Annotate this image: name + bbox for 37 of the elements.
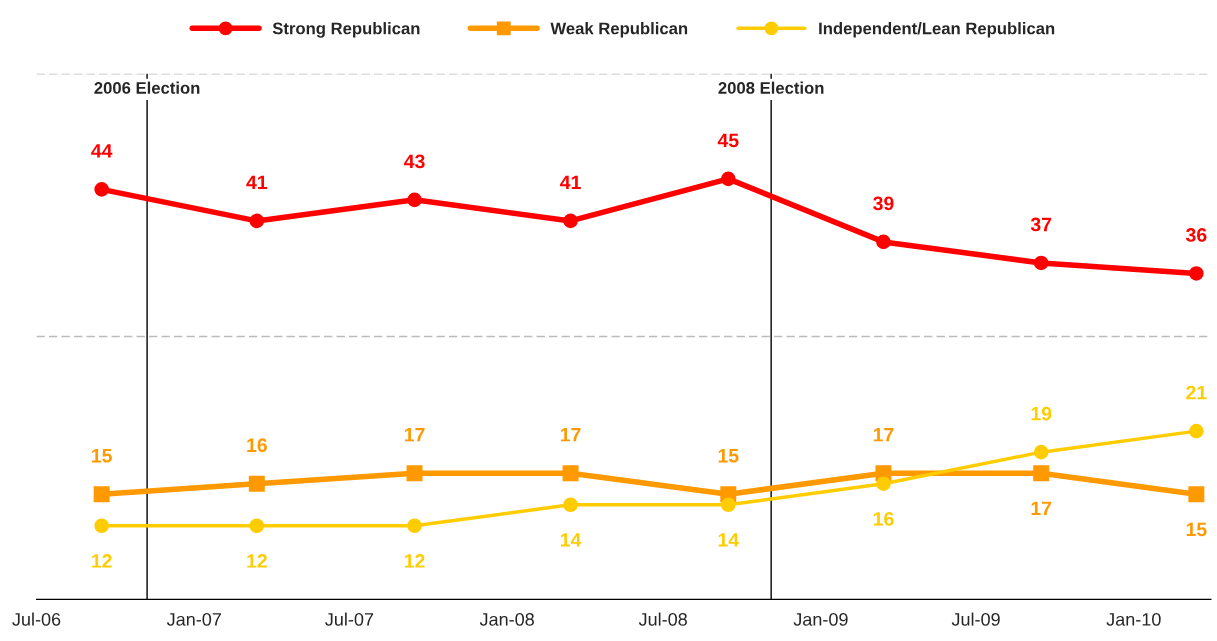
data-label: 17 (873, 428, 894, 442)
data-label: 12 (92, 554, 112, 568)
x-tick-label: Jul-07 (325, 612, 374, 626)
data-label: 16 (247, 438, 267, 453)
data-label: 17 (1031, 501, 1052, 516)
data-label: 39 (873, 196, 894, 211)
ref-line-label: 2006 Election (94, 81, 200, 94)
data-label: 37 (1030, 217, 1052, 232)
x-tick-label: Jan-10 (1106, 613, 1161, 626)
x-tick-label: Jan-08 (479, 613, 534, 626)
x-tick-label: Jan-07 (166, 613, 221, 626)
data-label: 36 (1185, 228, 1207, 242)
data-label: 12 (247, 554, 267, 568)
data-label: 41 (560, 175, 581, 190)
data-label: 14 (718, 533, 740, 547)
data-label: 14 (560, 533, 582, 547)
data-label: 17 (404, 428, 425, 442)
x-tick-label: Jul-06 (12, 612, 61, 626)
x-tick-label: Jul-08 (638, 612, 687, 626)
data-label: 41 (246, 175, 268, 190)
data-label: 45 (717, 133, 739, 148)
data-label: 12 (404, 554, 425, 568)
legend-label: Strong Republican (272, 22, 420, 38)
data-label: 19 (1031, 406, 1052, 421)
data-label: 15 (92, 449, 112, 463)
x-tick-label: Jan-09 (793, 613, 848, 626)
legend-label: Weak Republican (550, 22, 688, 38)
data-label: 44 (91, 144, 113, 158)
ref-line-label: 2008 Election (718, 81, 824, 94)
data-label: 43 (404, 154, 425, 169)
data-label: 15 (1186, 522, 1207, 537)
data-label: 17 (560, 428, 581, 442)
x-tick-label: Jul-09 (951, 612, 1000, 626)
data-label: 21 (1186, 385, 1207, 400)
legend-label: Independent/Lean Republican (819, 22, 1055, 38)
data-label: 16 (873, 511, 894, 526)
data-label: 15 (718, 449, 739, 463)
